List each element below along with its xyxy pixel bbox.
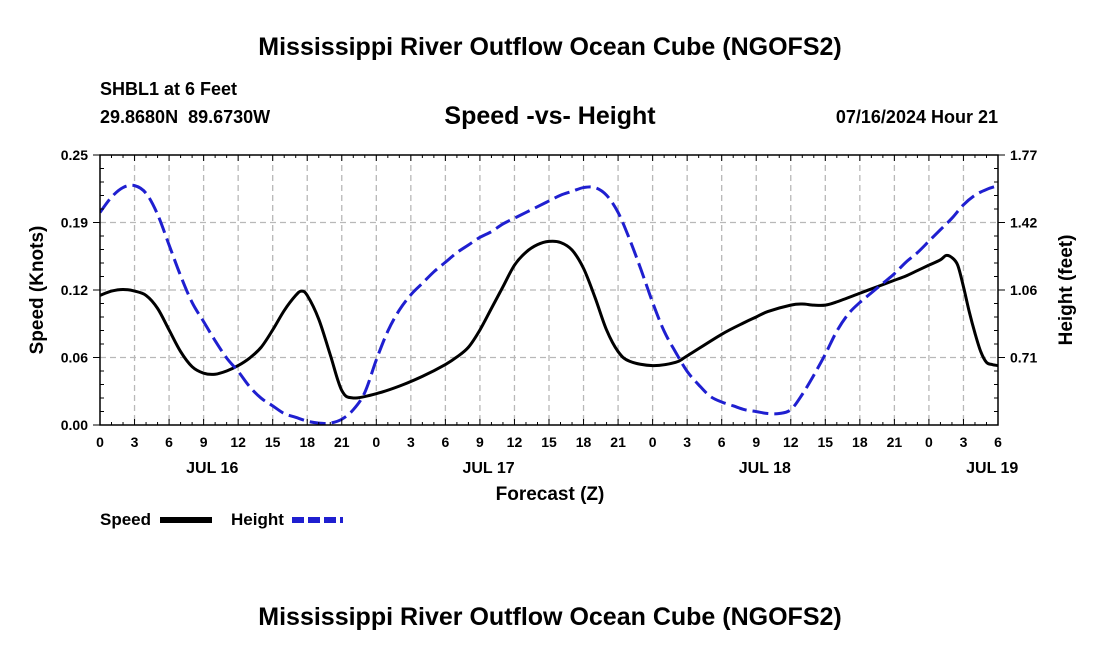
x-axis-label: Forecast (Z): [496, 484, 605, 505]
height-series-line: [100, 183, 998, 425]
y2-tick-label: 1.42: [1010, 215, 1037, 231]
y-tick-labels: 0.00 0.06 0.12 0.19 0.25: [61, 147, 88, 433]
y-tick-label: 0.25: [61, 147, 88, 163]
x-tick-labels: 0 3 6 9 12 15 18 21 0 3 6 9 12 15 18 21 0 3 6 9 12 15 18 21 0 3 6: [96, 434, 1002, 450]
y-tick-label: 0.00: [61, 417, 88, 433]
x-tick-label: 3: [407, 434, 415, 450]
x-tick-label: 6: [718, 434, 726, 450]
day-label: JUL 18: [739, 460, 791, 477]
y-tick-label: 0.19: [61, 215, 88, 231]
x-tick-label: 21: [610, 434, 626, 450]
legend-speed-label: Speed: [100, 510, 151, 529]
x-tick-label: 15: [541, 434, 557, 450]
series-layer: [100, 183, 998, 425]
x-tick-label: 12: [230, 434, 246, 450]
y2-tick-labels: 0.71 1.06 1.42 1.77: [1010, 147, 1037, 366]
day-label: JUL 16: [186, 460, 238, 477]
x-tick-label: 21: [887, 434, 903, 450]
station-label: SHBL1 at 6 Feet: [100, 79, 237, 99]
x-tick-label: 6: [994, 434, 1002, 450]
x-tick-label: 0: [649, 434, 657, 450]
x-tick-label: 18: [852, 434, 868, 450]
y2-tick-label: 1.06: [1010, 282, 1037, 298]
x-tick-label: 3: [683, 434, 691, 450]
axis-ticks: [93, 154, 1005, 426]
x-tick-label: 0: [96, 434, 104, 450]
legend-height-label: Height: [231, 510, 284, 529]
x-tick-label: 15: [265, 434, 281, 450]
x-tick-label: 9: [200, 434, 208, 450]
forecast-datetime: 07/16/2024 Hour 21: [836, 107, 998, 127]
y-axis-label: Speed (Knots): [27, 226, 48, 355]
x-tick-label: 18: [576, 434, 592, 450]
y-tick-label: 0.12: [61, 282, 88, 298]
x-tick-label: 6: [441, 434, 449, 450]
chart-title: Mississippi River Outflow Ocean Cube (NG…: [258, 33, 841, 61]
x-tick-label: 6: [165, 434, 173, 450]
day-labels: JUL 16 JUL 17 JUL 18 JUL 19: [186, 460, 1018, 477]
x-tick-label: 18: [299, 434, 315, 450]
legend: Speed Height: [100, 510, 343, 529]
x-tick-label: 0: [925, 434, 933, 450]
x-tick-label: 3: [131, 434, 139, 450]
x-tick-label: 3: [960, 434, 968, 450]
y2-tick-label: 0.71: [1010, 350, 1037, 366]
y2-axis-label: Height (feet): [1056, 235, 1077, 346]
x-tick-label: 9: [752, 434, 760, 450]
day-label: JUL 17: [462, 460, 514, 477]
station-coordinates: 29.8680N 89.6730W: [100, 107, 270, 127]
grid-lines: [100, 155, 998, 425]
day-label: JUL 19: [966, 460, 1018, 477]
x-tick-label: 12: [507, 434, 523, 450]
x-tick-label: 12: [783, 434, 799, 450]
y-tick-label: 0.06: [61, 350, 88, 366]
chart-subtitle: Speed -vs- Height: [444, 102, 656, 130]
speed-series-line: [928, 253, 998, 368]
x-tick-label: 15: [818, 434, 834, 450]
x-tick-label: 21: [334, 434, 350, 450]
speed-series-line: [100, 239, 930, 400]
y2-tick-label: 1.77: [1010, 147, 1037, 163]
footer-title: Mississippi River Outflow Ocean Cube (NG…: [258, 603, 841, 631]
x-tick-label: 0: [372, 434, 380, 450]
x-tick-label: 9: [476, 434, 484, 450]
